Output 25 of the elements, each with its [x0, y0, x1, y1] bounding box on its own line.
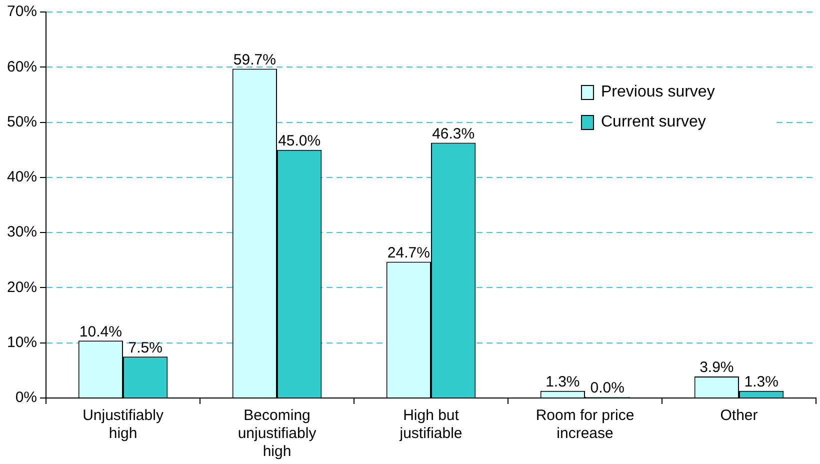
data-label: 3.9% [700, 359, 734, 376]
x-tick-label: Room for price increase [536, 407, 634, 442]
data-label: 24.7% [387, 244, 430, 262]
data-label: 46.3% [432, 125, 475, 142]
data-label: 1.3% [546, 373, 580, 390]
data-label: 7.5% [128, 339, 162, 356]
y-tick-label: 50% [6, 113, 38, 130]
y-tick-label: 60% [6, 58, 38, 76]
data-label: 59.7% [233, 51, 276, 68]
y-tick-label: 0% [15, 389, 38, 406]
x-tick-label: Becoming unjustifiably high [238, 407, 317, 460]
y-tick-label: 70% [6, 3, 38, 20]
y-tick-label: 40% [6, 168, 38, 186]
y-tick-label: 10% [6, 334, 38, 351]
x-tick-label: Other [720, 407, 758, 424]
data-label: 0.0% [590, 380, 624, 397]
legend-label: Previous survey [601, 83, 715, 100]
x-tick-label: High but justifiable [398, 407, 462, 442]
y-tick-label: 20% [6, 278, 38, 296]
data-label: 1.3% [744, 373, 778, 390]
data-label: 10.4% [79, 323, 122, 340]
y-tick-label: 30% [6, 224, 38, 241]
legend-label: Current survey [601, 113, 706, 130]
data-label: 45.0% [278, 132, 321, 150]
x-tick-label: Unjustifiably high [82, 407, 164, 442]
